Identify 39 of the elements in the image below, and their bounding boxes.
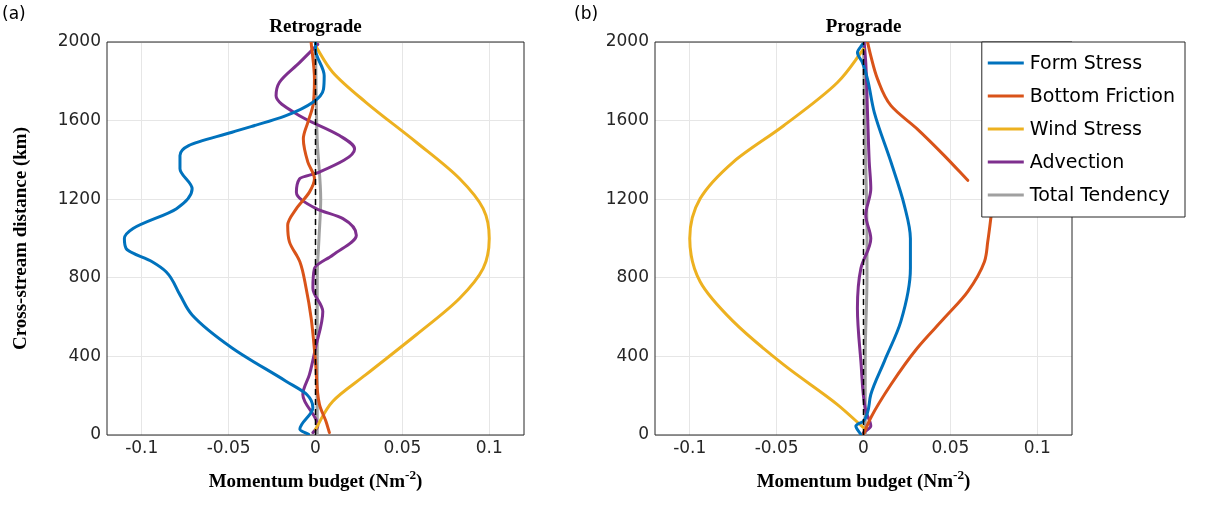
line-series xyxy=(314,44,491,431)
y-tick-label: 2000 xyxy=(57,30,101,51)
legend-label: Form Stress xyxy=(1029,50,1143,73)
y-tick-label: 0 xyxy=(90,423,101,444)
line-series xyxy=(286,42,331,435)
x-tick-label: 0.05 xyxy=(931,436,970,457)
text: (b) xyxy=(574,3,599,23)
y-axis-title: Cross-stream distance (km) xyxy=(9,126,31,351)
y-tick-label: 1200 xyxy=(605,187,649,208)
line-series xyxy=(274,42,358,435)
y-tick-label: 1600 xyxy=(605,109,649,130)
line-series xyxy=(854,42,912,435)
x-tick-label: 0.1 xyxy=(1023,436,1051,457)
legend-label: Advection xyxy=(1029,149,1125,172)
line-series xyxy=(122,42,326,435)
x-tick-label: -0.1 xyxy=(673,436,707,457)
line-series xyxy=(855,42,873,435)
line-series xyxy=(688,47,865,430)
legend-label: Total Tendency xyxy=(1028,182,1170,205)
x-tick-label: -0.05 xyxy=(206,436,251,457)
chart-title: Retrograde xyxy=(269,15,362,36)
x-tick-label: -0.1 xyxy=(125,436,159,457)
y-tick-label: 2000 xyxy=(605,30,649,51)
x-tick-label: 0 xyxy=(858,436,869,457)
y-tick-label: 400 xyxy=(68,344,101,365)
legend-label: Wind Stress xyxy=(1029,116,1142,139)
x-tick-label: 0.05 xyxy=(383,436,422,457)
text: (a) xyxy=(2,3,26,23)
y-tick-label: 0 xyxy=(638,423,649,444)
y-tick-label: 800 xyxy=(616,266,649,287)
y-tick-label: 800 xyxy=(68,266,101,287)
y-tick-label: 1600 xyxy=(57,109,101,130)
legend-label: Bottom Friction xyxy=(1029,83,1176,106)
x-tick-label: 0 xyxy=(310,436,321,457)
x-tick-label: -0.05 xyxy=(754,436,799,457)
y-tick-label: 400 xyxy=(616,344,649,365)
y-tick-label: 1200 xyxy=(57,187,101,208)
chart-title: Prograde xyxy=(825,15,902,36)
x-tick-label: 0.1 xyxy=(475,436,503,457)
